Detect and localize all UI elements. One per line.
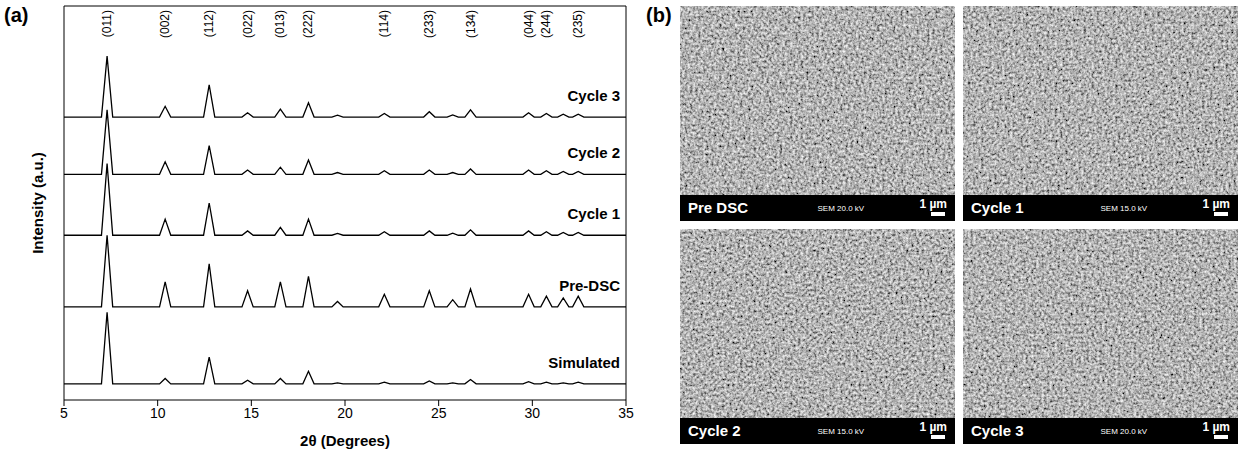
svg-text:(233): (233) [422, 10, 436, 38]
svg-text:SEM 20.0 kV: SEM 20.0 kV [818, 204, 865, 213]
svg-text:5: 5 [60, 405, 68, 421]
svg-text:30: 30 [525, 405, 541, 421]
svg-text:SEM 15.0 kV: SEM 15.0 kV [818, 427, 865, 436]
svg-text:35: 35 [618, 405, 634, 421]
svg-text:(114): (114) [377, 10, 391, 37]
svg-text:(134): (134) [464, 10, 478, 38]
svg-text:(044): (044) [522, 10, 536, 38]
svg-text:(013): (013) [273, 10, 287, 38]
svg-text:Pre DSC: Pre DSC [688, 199, 748, 216]
svg-text:Cycle 3: Cycle 3 [567, 87, 620, 104]
svg-text:(022): (022) [241, 10, 255, 38]
svg-text:1 µm: 1 µm [919, 420, 947, 434]
html-text:(a): (a) [4, 4, 29, 26]
svg-text:SEM 15.0 kV: SEM 15.0 kV [1101, 204, 1148, 213]
svg-text:Cycle 2: Cycle 2 [567, 144, 620, 161]
svg-text:Cycle 1: Cycle 1 [971, 199, 1024, 216]
svg-text:Simulated: Simulated [548, 354, 620, 371]
svg-text:Cycle 2: Cycle 2 [688, 422, 741, 439]
svg-text:20: 20 [337, 405, 353, 421]
svg-text:(011): (011) [100, 10, 114, 37]
svg-text:1 µm: 1 µm [919, 197, 947, 211]
svg-text:Pre-DSC: Pre-DSC [559, 277, 620, 294]
svg-text:Intensity (a.u.): Intensity (a.u.) [30, 152, 46, 254]
svg-text:25: 25 [431, 405, 447, 421]
svg-text:(002): (002) [158, 10, 172, 38]
svg-text:(235): (235) [571, 10, 585, 38]
svg-text:1 µm: 1 µm [1202, 197, 1230, 211]
svg-text:10: 10 [150, 405, 166, 421]
svg-text:Cycle 1: Cycle 1 [567, 205, 620, 222]
svg-text:Cycle 3: Cycle 3 [971, 422, 1024, 439]
svg-text:15: 15 [244, 405, 260, 421]
svg-text:SEM 20.0 kV: SEM 20.0 kV [1101, 427, 1148, 436]
svg-text:(222): (222) [301, 10, 315, 38]
svg-text:(112): (112) [202, 10, 216, 37]
svg-text:1 µm: 1 µm [1202, 420, 1230, 434]
svg-text:2θ (Degrees): 2θ (Degrees) [300, 432, 390, 449]
html-text:(b): (b) [646, 4, 672, 26]
svg-text:(244): (244) [539, 10, 553, 38]
